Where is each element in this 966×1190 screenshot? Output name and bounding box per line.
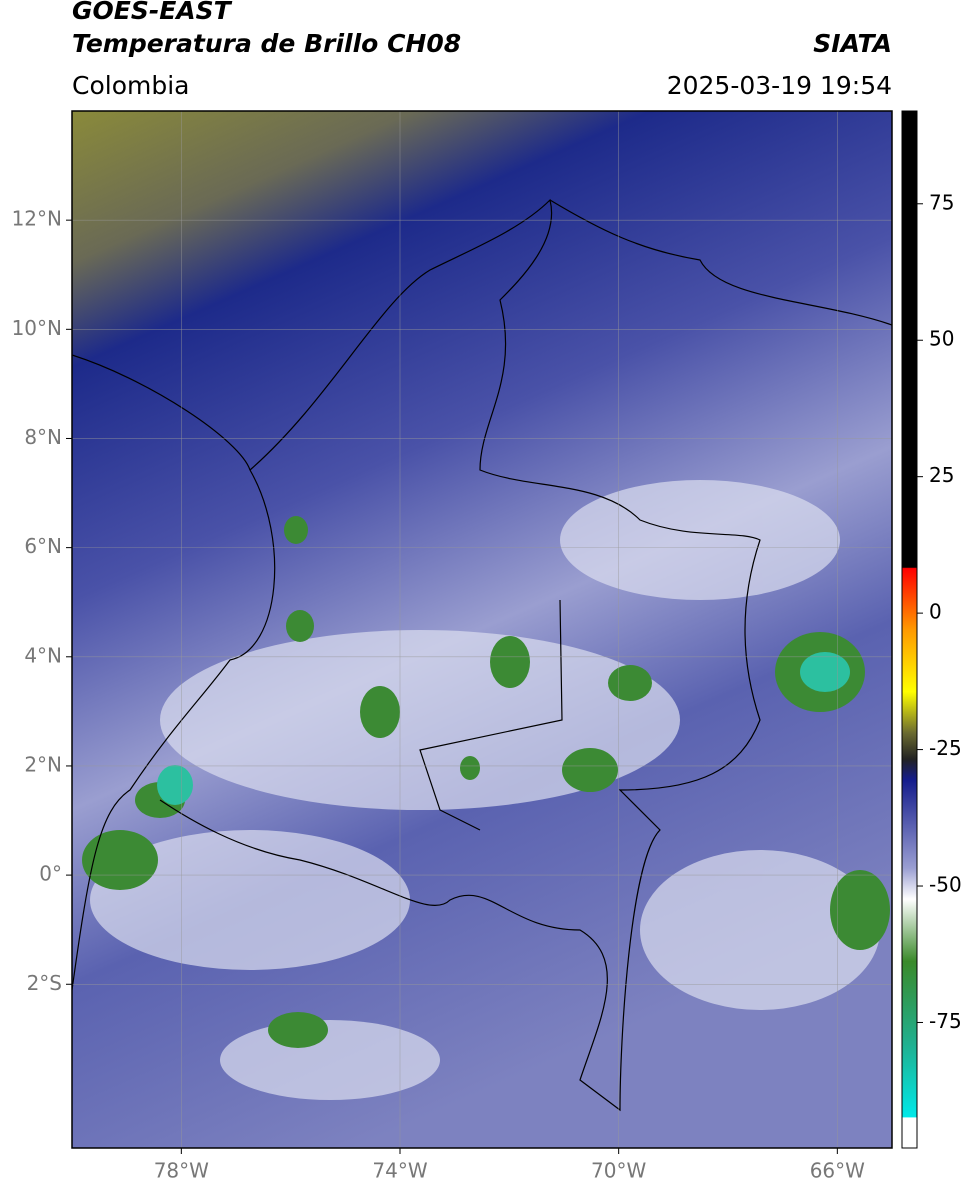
lat-tick-label: 8°N [24, 425, 62, 449]
lat-tick-label: 10°N [12, 316, 62, 340]
lon-tick-label: 70°W [591, 1159, 646, 1183]
colorbar-tick-label: 75 [929, 190, 954, 214]
colorbar-tick-label: -25 [929, 736, 962, 760]
colorbar-tick-label: 0 [929, 600, 942, 624]
source: SIATA [813, 29, 892, 58]
graticule [72, 111, 892, 1148]
region: Colombia [72, 71, 189, 100]
imagery [72, 111, 892, 1148]
lon-tick-label: 66°W [810, 1159, 865, 1183]
lon-tick-label: 74°W [372, 1159, 427, 1183]
colorbar-tick-label: 50 [929, 327, 954, 351]
colorbar [901, 110, 918, 1149]
lat-tick-label: 0° [39, 862, 62, 886]
map-frame [71, 110, 893, 1149]
colorbar-tick-label: 25 [929, 463, 954, 487]
lon-tick-label: 78°W [154, 1159, 209, 1183]
lat-tick-label: 4°N [24, 643, 62, 667]
title: GOES-EAST [72, 0, 233, 25]
colorbar-tick-label: -75 [929, 1009, 962, 1033]
lat-tick-label: 6°N [24, 534, 62, 558]
colorbar-tick-label: -50 [929, 873, 962, 897]
lat-tick-label: 2°S [27, 971, 62, 995]
subtitle: Temperatura de Brillo CH08 [72, 29, 461, 58]
lat-tick-label: 12°N [12, 207, 62, 231]
timestamp: 2025-03-19 19:54 [667, 71, 892, 100]
lat-tick-label: 2°N [24, 752, 62, 776]
